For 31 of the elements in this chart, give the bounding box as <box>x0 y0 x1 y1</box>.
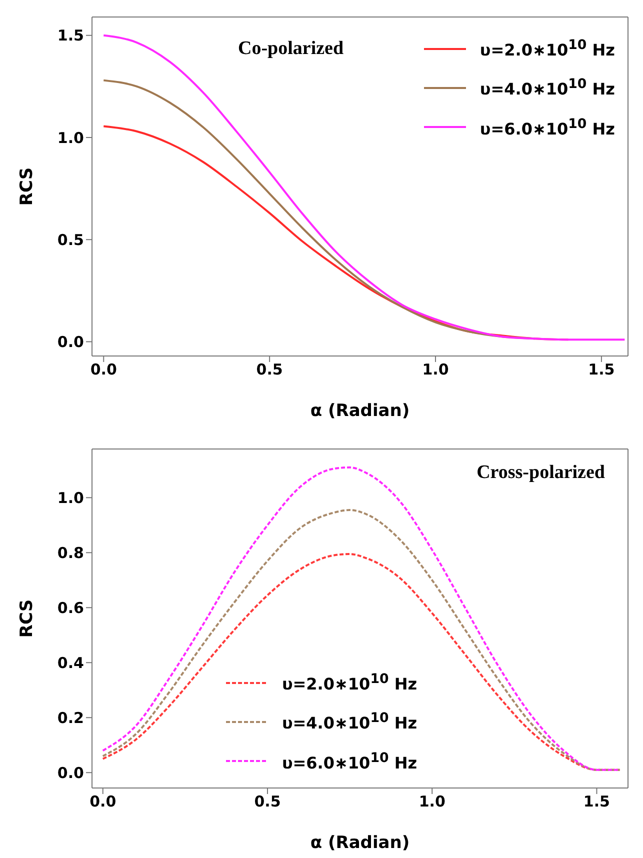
y-tick-label: 0.6 <box>57 598 84 617</box>
legend-label: υ=2.0∗10$^{10}$ Hz <box>480 38 615 60</box>
x-tick-label: 1.0 <box>418 792 446 811</box>
x-tick-label: 0.0 <box>90 360 117 379</box>
legend-label: υ=4.0∗10$^{10}$ Hz <box>282 711 418 733</box>
x-tick-label: 0.5 <box>256 360 283 379</box>
x-tick-label: 0.5 <box>254 792 281 811</box>
y-tick-label: 0.8 <box>57 544 84 562</box>
y-axis-title: RCS <box>17 599 38 638</box>
y-axis-title: RCS <box>17 167 38 206</box>
y-tick-label: 1.0 <box>57 128 84 147</box>
y-tick-label: 0.5 <box>57 230 84 249</box>
y-tick-label: 1.5 <box>57 26 84 45</box>
y-tick-label: 0.0 <box>57 333 84 352</box>
y-tick-label: 0.4 <box>57 654 84 672</box>
y-tick-label: 0.0 <box>57 764 84 782</box>
x-axis-title: α (Radian) <box>310 401 410 421</box>
x-axis-title: α (Radian) <box>310 833 410 853</box>
x-tick-label: 1.0 <box>422 360 449 379</box>
legend-label: υ=6.0∗10$^{10}$ Hz <box>282 750 418 772</box>
text: Co-polarized <box>238 38 344 60</box>
line-series <box>102 34 626 341</box>
y-tick-label: 1.0 <box>57 488 84 507</box>
x-tick-label: 0.0 <box>90 792 116 811</box>
legend-label: υ=2.0∗10$^{10}$ Hz <box>282 672 418 694</box>
y-tick-label: 0.2 <box>57 708 84 727</box>
x-tick-label: 1.5 <box>588 360 615 379</box>
text: Cross-polarized <box>476 462 605 484</box>
x-tick-label: 1.5 <box>583 792 610 811</box>
legend-label: υ=4.0∗10$^{10}$ Hz <box>480 77 615 99</box>
legend-label: υ=6.0∗10$^{10}$ Hz <box>480 116 615 138</box>
